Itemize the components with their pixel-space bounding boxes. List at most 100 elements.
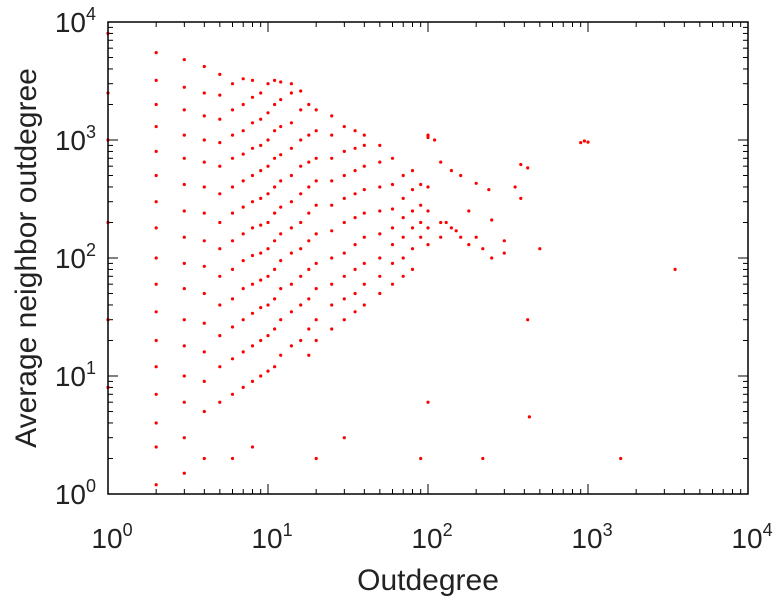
- data-point: [273, 185, 277, 189]
- data-point: [314, 156, 318, 160]
- data-point: [202, 264, 206, 268]
- data-point: [250, 78, 255, 82]
- data-point: [410, 267, 415, 271]
- data-point: [266, 192, 270, 196]
- data-point: [182, 287, 186, 291]
- data-point: [410, 169, 415, 173]
- data-point: [250, 282, 255, 286]
- data-point: [362, 303, 366, 307]
- data-point: [314, 261, 318, 265]
- data-point: [289, 344, 293, 348]
- data-point: [273, 102, 277, 107]
- data-point: [202, 379, 206, 383]
- data-point: [582, 139, 587, 143]
- data-point: [426, 400, 430, 404]
- data-point: [526, 318, 530, 322]
- data-point: [202, 409, 206, 414]
- data-point: [401, 196, 405, 200]
- data-point: [390, 207, 395, 211]
- data-point: [342, 274, 346, 278]
- x-tick-label: 100: [91, 520, 132, 554]
- data-point: [353, 310, 357, 314]
- data-point: [353, 291, 357, 296]
- data-point: [182, 436, 186, 440]
- data-point: [439, 220, 443, 225]
- data-point: [266, 247, 270, 251]
- data-point: [202, 239, 206, 243]
- data-point: [362, 211, 366, 215]
- data-point: [182, 209, 186, 213]
- data-point: [266, 274, 270, 278]
- data-point: [154, 256, 158, 260]
- data-points: [106, 31, 677, 487]
- data-point: [378, 291, 382, 296]
- data-point: [279, 232, 283, 236]
- data-point: [154, 392, 158, 396]
- data-point: [353, 216, 357, 220]
- data-point: [273, 129, 277, 133]
- data-point: [314, 456, 318, 461]
- data-point: [579, 141, 583, 145]
- data-point: [154, 200, 158, 204]
- data-point: [154, 445, 158, 449]
- data-point: [289, 251, 293, 255]
- data-point: [202, 64, 206, 69]
- data-point: [390, 182, 395, 187]
- data-point: [202, 160, 206, 164]
- data-point: [449, 169, 453, 173]
- data-point: [353, 169, 357, 173]
- data-point: [330, 179, 334, 183]
- data-point: [230, 267, 235, 271]
- data-point: [362, 143, 366, 147]
- data-point: [154, 226, 158, 230]
- data-point: [314, 318, 318, 322]
- data-point: [218, 365, 222, 369]
- data-point: [419, 456, 423, 461]
- data-point: [279, 80, 283, 84]
- data-point: [289, 282, 293, 286]
- data-point: [289, 200, 293, 204]
- data-point: [401, 274, 405, 278]
- data-point: [467, 209, 471, 213]
- y-tick-label: 104: [55, 4, 96, 38]
- data-point: [342, 196, 346, 200]
- data-point: [154, 78, 158, 82]
- data-point: [342, 220, 346, 225]
- x-tick-label: 103: [571, 520, 612, 554]
- data-point: [481, 456, 485, 461]
- data-point: [390, 282, 395, 286]
- data-point: [182, 261, 186, 265]
- data-point: [490, 256, 494, 260]
- data-point: [314, 338, 318, 343]
- data-point: [218, 192, 222, 196]
- data-point: [527, 415, 532, 419]
- data-point: [279, 353, 283, 357]
- data-point: [230, 211, 235, 215]
- data-point: [273, 267, 277, 271]
- data-point: [299, 220, 303, 225]
- data-point: [467, 243, 471, 247]
- data-point: [202, 321, 206, 325]
- data-point: [526, 166, 530, 170]
- data-point: [218, 72, 222, 76]
- data-point: [218, 164, 222, 168]
- data-point: [250, 121, 255, 125]
- x-tick-label: 101: [251, 520, 292, 554]
- data-point: [241, 205, 245, 209]
- data-point: [307, 327, 311, 331]
- data-point: [241, 385, 245, 389]
- y-axis-label: Average neighbor outdegree: [10, 68, 43, 448]
- data-point: [401, 256, 405, 260]
- data-point: [419, 220, 423, 225]
- data-point: [362, 235, 366, 239]
- data-point: [273, 365, 277, 369]
- data-point: [266, 138, 270, 142]
- data-point: [307, 185, 311, 189]
- data-point: [202, 211, 206, 215]
- data-point: [182, 374, 186, 378]
- data-point: [314, 129, 318, 133]
- data-point: [202, 114, 206, 118]
- data-point: [279, 318, 283, 322]
- data-point: [330, 133, 334, 137]
